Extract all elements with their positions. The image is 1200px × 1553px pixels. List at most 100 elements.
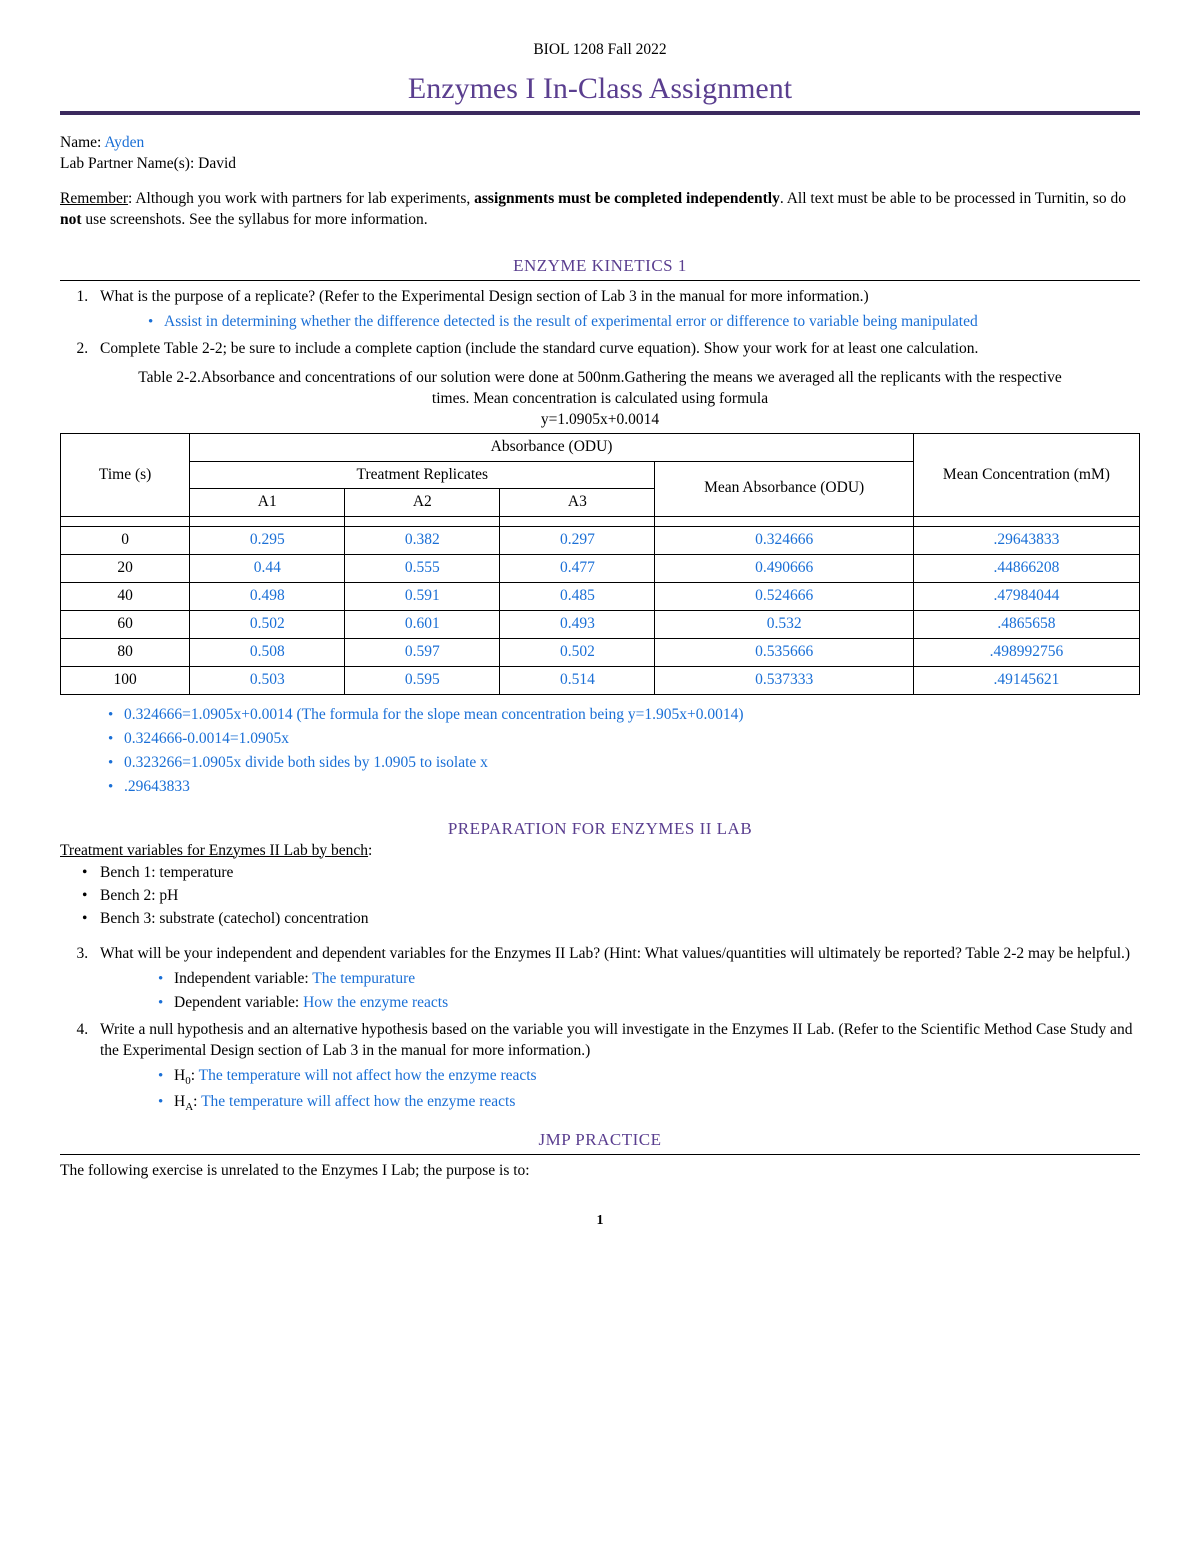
table-caption-a: Table 2-2.Absorbance and concentrations … bbox=[138, 369, 1061, 407]
th-mean-abs: Mean Absorbance (ODU) bbox=[655, 461, 913, 517]
cell-a3: 0.514 bbox=[500, 666, 655, 694]
bench-list: Bench 1: temperatureBench 2: pHBench 3: … bbox=[60, 863, 1140, 930]
cell-a3: 0.477 bbox=[500, 555, 655, 583]
cell-a3: 0.485 bbox=[500, 583, 655, 611]
question-list-1: What is the purpose of a replicate? (Ref… bbox=[60, 287, 1140, 360]
q2-text: Complete Table 2-2; be sure to include a… bbox=[100, 340, 978, 357]
calc-item: 0.324666=1.0905x+0.0014 (The formula for… bbox=[108, 705, 1140, 726]
q1-answer-list: Assist in determining whether the differ… bbox=[100, 312, 1140, 333]
bench-item: Bench 2: pH bbox=[72, 886, 1140, 907]
data-table: Time (s) Absorbance (ODU) Mean Concentra… bbox=[60, 433, 1140, 695]
doc-title: Enzymes I In-Class Assignment bbox=[60, 69, 1140, 110]
q4-h0-colon: : bbox=[191, 1067, 199, 1084]
cell-a2: 0.595 bbox=[345, 666, 500, 694]
cell-time: 100 bbox=[61, 666, 190, 694]
remember-text-b: . All text must be able to be processed … bbox=[780, 190, 1126, 207]
q4-ha-ans: The temperature will affect how the enzy… bbox=[201, 1093, 515, 1110]
page-number: 1 bbox=[60, 1212, 1140, 1231]
calculation-list: 0.324666=1.0905x+0.0014 (The formula for… bbox=[60, 705, 1140, 798]
q4-ha-colon: : bbox=[193, 1093, 201, 1110]
q1-text: What is the purpose of a replicate? (Ref… bbox=[100, 288, 869, 305]
section-jmp: JMP PRACTICE bbox=[60, 1129, 1140, 1152]
jmp-intro: The following exercise is unrelated to t… bbox=[60, 1161, 1140, 1182]
course-header: BIOL 1208 Fall 2022 bbox=[60, 40, 1140, 61]
title-rule bbox=[60, 111, 1140, 115]
q3-text: What will be your independent and depend… bbox=[100, 945, 1130, 962]
cell-conc: .498992756 bbox=[913, 639, 1139, 667]
q3-dv-ans: How the enzyme reacts bbox=[303, 994, 448, 1011]
partner-label: Lab Partner Name(s): David bbox=[60, 154, 1140, 175]
table-row: 00.2950.3820.2970.324666.29643833 bbox=[61, 527, 1140, 555]
cell-mean: 0.532 bbox=[655, 611, 913, 639]
cell-mean: 0.535666 bbox=[655, 639, 913, 667]
cell-a2: 0.555 bbox=[345, 555, 500, 583]
question-4: Write a null hypothesis and an alternati… bbox=[92, 1020, 1140, 1115]
cell-time: 20 bbox=[61, 555, 190, 583]
cell-conc: .47984044 bbox=[913, 583, 1139, 611]
cell-a3: 0.493 bbox=[500, 611, 655, 639]
q4-ha-label: H bbox=[174, 1093, 185, 1110]
calc-item: 0.323266=1.0905x divide both sides by 1.… bbox=[108, 753, 1140, 774]
cell-a2: 0.382 bbox=[345, 527, 500, 555]
q4-ha-sub: A bbox=[185, 1101, 193, 1113]
th-treatment: Treatment Replicates bbox=[190, 461, 655, 489]
cell-conc: .44866208 bbox=[913, 555, 1139, 583]
th-a1: A1 bbox=[190, 489, 345, 517]
calc-item: 0.324666-0.0014=1.0905x bbox=[108, 729, 1140, 750]
th-mean-conc: Mean Concentration (mM) bbox=[913, 433, 1139, 517]
question-3: What will be your independent and depend… bbox=[92, 944, 1140, 1014]
name-block: Name: Ayden Lab Partner Name(s): David bbox=[60, 133, 1140, 175]
table-caption: Table 2-2.Absorbance and concentrations … bbox=[120, 368, 1080, 431]
question-list-2: What will be your independent and depend… bbox=[60, 944, 1140, 1114]
treatment-vars-underline: Treatment variables for Enzymes II Lab b… bbox=[60, 842, 368, 859]
q3-dv-label: Dependent variable: bbox=[174, 994, 303, 1011]
th-absorbance: Absorbance (ODU) bbox=[190, 433, 914, 461]
table-row: 200.440.5550.4770.490666.44866208 bbox=[61, 555, 1140, 583]
name-label: Name: bbox=[60, 134, 104, 151]
section-enzyme-kinetics: ENZYME KINETICS 1 bbox=[60, 255, 1140, 278]
cell-a1: 0.295 bbox=[190, 527, 345, 555]
q3-iv-label: Independent variable: bbox=[174, 970, 312, 987]
cell-a2: 0.601 bbox=[345, 611, 500, 639]
q4-ha: HA: The temperature will affect how the … bbox=[158, 1092, 1140, 1115]
cell-a2: 0.591 bbox=[345, 583, 500, 611]
question-2: Complete Table 2-2; be sure to include a… bbox=[92, 339, 1140, 360]
cell-a1: 0.44 bbox=[190, 555, 345, 583]
remember-label: Remember bbox=[60, 190, 128, 207]
remember-block: Remember: Although you work with partner… bbox=[60, 189, 1140, 231]
calc-item: .29643833 bbox=[108, 777, 1140, 798]
cell-conc: .49145621 bbox=[913, 666, 1139, 694]
cell-a1: 0.498 bbox=[190, 583, 345, 611]
q3-iv-ans: The tempurature bbox=[312, 970, 415, 987]
cell-conc: .4865658 bbox=[913, 611, 1139, 639]
question-1: What is the purpose of a replicate? (Ref… bbox=[92, 287, 1140, 333]
cell-a1: 0.502 bbox=[190, 611, 345, 639]
cell-mean: 0.490666 bbox=[655, 555, 913, 583]
q4-h0-ans: The temperature will not affect how the … bbox=[199, 1067, 537, 1084]
q4-text: Write a null hypothesis and an alternati… bbox=[100, 1021, 1132, 1059]
remember-text-c: use screenshots. See the syllabus for mo… bbox=[82, 211, 428, 228]
section-prep: PREPARATION FOR ENZYMES II LAB bbox=[60, 818, 1140, 841]
section3-rule bbox=[60, 1154, 1140, 1155]
th-a3: A3 bbox=[500, 489, 655, 517]
spacer-row bbox=[61, 517, 1140, 527]
bench-item: Bench 1: temperature bbox=[72, 863, 1140, 884]
q1-answer: Assist in determining whether the differ… bbox=[164, 313, 978, 330]
remember-not: not bbox=[60, 211, 82, 228]
table-caption-b: y=1.0905x+0.0014 bbox=[541, 411, 659, 428]
section1-rule bbox=[60, 280, 1140, 281]
cell-a3: 0.502 bbox=[500, 639, 655, 667]
treatment-vars-label: Treatment variables for Enzymes II Lab b… bbox=[60, 841, 1140, 862]
cell-time: 80 bbox=[61, 639, 190, 667]
remember-bold: assignments must be completed independen… bbox=[474, 190, 780, 207]
cell-time: 0 bbox=[61, 527, 190, 555]
table-row: 600.5020.6010.4930.532.4865658 bbox=[61, 611, 1140, 639]
cell-a1: 0.508 bbox=[190, 639, 345, 667]
table-row: 800.5080.5970.5020.535666.498992756 bbox=[61, 639, 1140, 667]
cell-conc: .29643833 bbox=[913, 527, 1139, 555]
th-time: Time (s) bbox=[61, 433, 190, 517]
cell-mean: 0.524666 bbox=[655, 583, 913, 611]
cell-mean: 0.537333 bbox=[655, 666, 913, 694]
q4-answer-list: H0: The temperature will not affect how … bbox=[100, 1066, 1140, 1115]
cell-time: 60 bbox=[61, 611, 190, 639]
